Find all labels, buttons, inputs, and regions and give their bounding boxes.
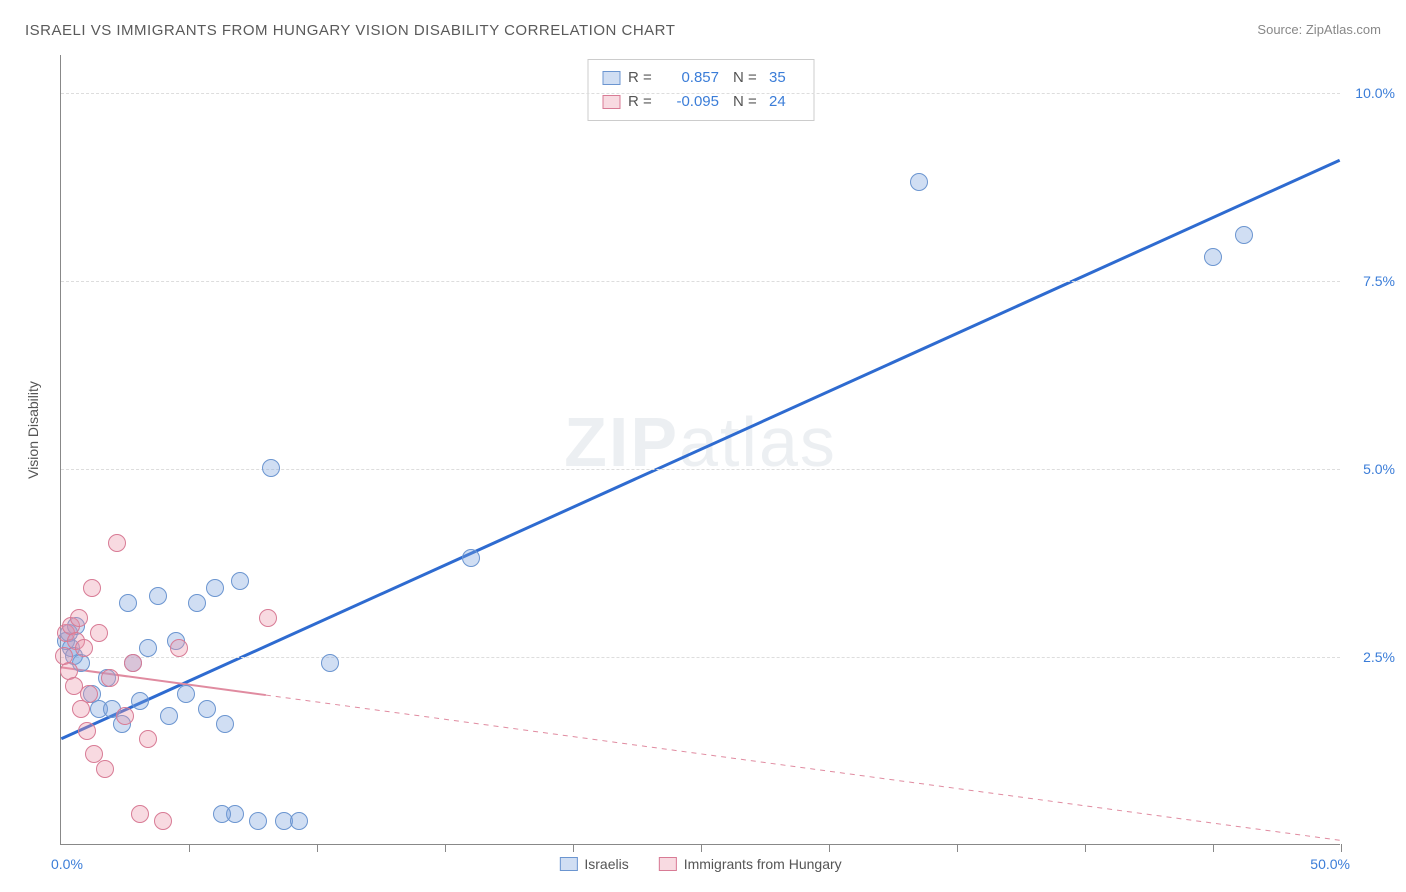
data-point [131,692,149,710]
data-point [131,805,149,823]
source-label: Source: [1257,22,1302,37]
chart-title: ISRAELI VS IMMIGRANTS FROM HUNGARY VISIO… [25,22,675,39]
data-point [216,715,234,733]
data-point [1235,226,1253,244]
data-point [160,707,178,725]
legend-label-1: Immigrants from Hungary [684,856,842,872]
gridline-h [61,281,1340,282]
data-point [70,609,88,627]
trend-line [61,160,1339,739]
y-tick-label: 10.0% [1355,85,1395,101]
trend-lines-svg [61,55,1340,844]
y-tick-label: 7.5% [1363,273,1395,289]
stats-legend-box: R = 0.857 N = 35 R = -0.095 N = 24 [587,59,814,121]
gridline-h [61,469,1340,470]
y-tick-label: 2.5% [1363,649,1395,665]
data-point [188,594,206,612]
data-point [198,700,216,718]
data-point [139,730,157,748]
x-tick [701,844,702,852]
swatch-series-0 [602,71,620,85]
data-point [108,534,126,552]
data-point [116,707,134,725]
trend-line-dash [266,695,1340,840]
data-point [462,549,480,567]
x-tick [573,844,574,852]
data-point [154,812,172,830]
legend-swatch-1 [659,857,677,871]
x-tick [189,844,190,852]
x-tick [1085,844,1086,852]
legend-swatch-0 [559,857,577,871]
source-credit: Source: ZipAtlas.com [1257,22,1381,37]
x-origin-label: 0.0% [51,856,83,872]
data-point [80,685,98,703]
x-tick [829,844,830,852]
data-point [149,587,167,605]
data-point [1204,248,1222,266]
y-axis-label: Vision Disability [25,381,41,479]
stats-n-value-0: 35 [769,66,799,90]
bottom-legend: Israelis Immigrants from Hungary [559,856,841,872]
data-point [259,609,277,627]
data-point [83,579,101,597]
legend-item-1: Immigrants from Hungary [659,856,842,872]
stats-r-label: R = [628,66,656,90]
data-point [124,654,142,672]
legend-item-0: Israelis [559,856,628,872]
x-end-label: 50.0% [1310,856,1350,872]
gridline-h [61,657,1340,658]
data-point [321,654,339,672]
x-tick [1213,844,1214,852]
plot-area: ZIPatlas R = 0.857 N = 35 R = -0.095 N =… [60,55,1340,845]
data-point [290,812,308,830]
data-point [262,459,280,477]
x-tick [1341,844,1342,852]
data-point [119,594,137,612]
x-tick [957,844,958,852]
data-point [177,685,195,703]
data-point [170,639,188,657]
stats-r-value-0: 0.857 [664,66,719,90]
data-point [249,812,267,830]
swatch-series-1 [602,95,620,109]
data-point [96,760,114,778]
x-tick [317,844,318,852]
x-tick [445,844,446,852]
data-point [75,639,93,657]
y-tick-label: 5.0% [1363,461,1395,477]
data-point [139,639,157,657]
stats-row-series-0: R = 0.857 N = 35 [602,66,799,90]
data-point [206,579,224,597]
legend-label-0: Israelis [584,856,628,872]
data-point [213,805,231,823]
data-point [231,572,249,590]
data-point [90,624,108,642]
data-point [101,669,119,687]
data-point [78,722,96,740]
source-name: ZipAtlas.com [1306,22,1381,37]
gridline-h [61,93,1340,94]
data-point [910,173,928,191]
stats-n-label: N = [733,66,761,90]
